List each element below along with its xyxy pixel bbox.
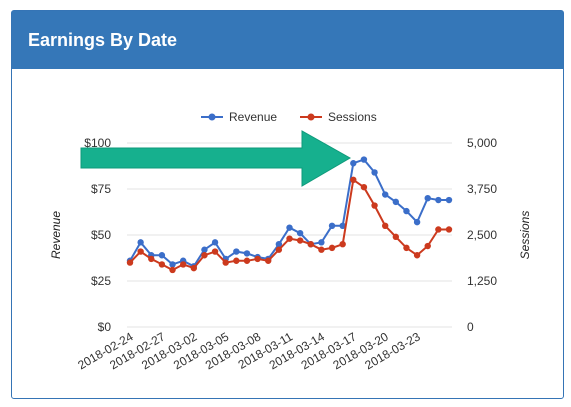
- sessions-point: [382, 222, 389, 229]
- revenue-point: [296, 229, 304, 237]
- legend-sessions-marker: [307, 113, 315, 121]
- sessions-point: [169, 266, 176, 274]
- y-tick-label: $25: [91, 274, 111, 288]
- revenue-point: [424, 195, 431, 202]
- sessions-point: [296, 237, 304, 244]
- legend-revenue-marker: [208, 113, 216, 121]
- revenue-point: [137, 239, 144, 246]
- card-header: Earnings By Date: [12, 11, 563, 69]
- revenue-point: [413, 218, 421, 226]
- revenue-point: [339, 222, 346, 229]
- y-tick-label: $0: [98, 320, 112, 334]
- y2-axis-title: Sessions: [518, 211, 532, 260]
- sessions-point: [360, 183, 368, 191]
- annotation-arrow: [80, 130, 352, 187]
- sessions-point: [126, 259, 134, 266]
- panel-title: Earnings By Date: [28, 29, 178, 50]
- revenue-point: [275, 241, 283, 248]
- y-tick-label: $75: [91, 182, 111, 196]
- sessions-point: [392, 233, 400, 241]
- sessions-point: [445, 226, 453, 233]
- y-axis-title: Revenue: [49, 211, 63, 259]
- y2-tick-label: 3,750: [467, 182, 497, 196]
- revenue-point: [169, 261, 176, 268]
- sessions-point: [403, 244, 410, 252]
- sessions-point: [243, 257, 251, 264]
- sessions-point: [413, 252, 421, 259]
- sessions-point: [371, 202, 378, 209]
- revenue-point: [435, 196, 442, 204]
- revenue-point: [445, 196, 453, 204]
- y2-tick-label: 0: [467, 320, 474, 334]
- sessions-point: [339, 241, 346, 248]
- sessions-point: [307, 241, 314, 248]
- revenue-point: [350, 160, 357, 167]
- revenue-point: [286, 224, 293, 231]
- y2-tick-label: 5,000: [467, 136, 497, 150]
- y-tick-label: $50: [91, 228, 111, 242]
- revenue-point: [211, 239, 219, 246]
- earnings-card: Earnings By Date: [11, 10, 564, 399]
- revenue-point: [403, 207, 410, 215]
- sessions-point: [350, 176, 357, 183]
- y2-tick-label: 2,500: [467, 228, 497, 242]
- revenue-point: [233, 248, 240, 255]
- revenue-point: [243, 250, 251, 257]
- y-tick-label: $100: [84, 136, 111, 150]
- sessions-point: [179, 261, 187, 268]
- revenue-point: [371, 169, 378, 176]
- sessions-point: [201, 252, 208, 259]
- revenue-point: [318, 239, 325, 246]
- sessions-point: [222, 259, 229, 266]
- revenue-point: [158, 252, 166, 259]
- revenue-point: [392, 198, 400, 206]
- sessions-point: [328, 244, 336, 252]
- sessions-point: [137, 248, 144, 255]
- legend-sessions-label: Sessions: [328, 110, 377, 124]
- y2-tick-label: 1,250: [467, 274, 497, 288]
- sessions-point: [286, 235, 293, 242]
- sessions-point: [254, 255, 261, 263]
- sessions-point: [275, 246, 283, 253]
- legend-revenue-label: Revenue: [229, 110, 277, 124]
- sessions-point: [318, 246, 325, 253]
- revenue-point: [382, 191, 389, 198]
- sessions-point: [211, 248, 219, 255]
- revenue-line: [129, 158, 449, 268]
- revenue-point: [328, 222, 336, 229]
- sessions-point: [265, 257, 272, 264]
- sessions-point: [424, 242, 431, 250]
- revenue-point: [201, 246, 208, 253]
- sessions-point: [158, 261, 166, 268]
- revenue-point: [360, 156, 368, 163]
- sessions-point: [435, 226, 442, 233]
- sessions-point: [148, 255, 155, 263]
- sessions-point: [233, 257, 240, 264]
- sessions-point: [190, 264, 197, 272]
